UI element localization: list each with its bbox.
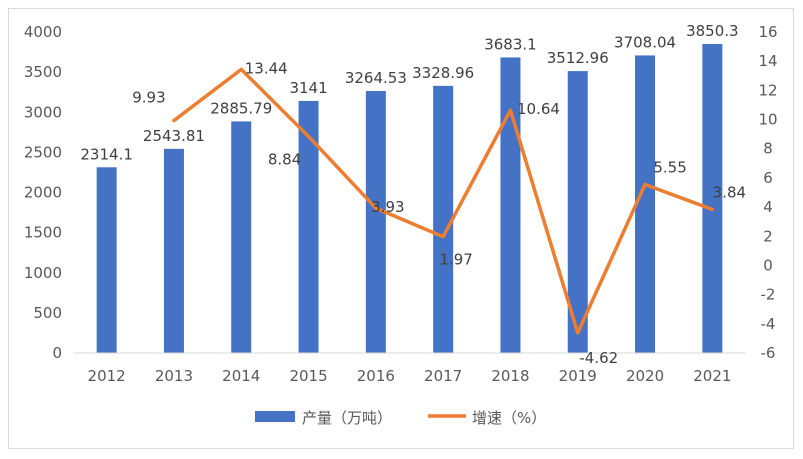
legend-line-label: 增速（%）: [472, 409, 546, 427]
x-tick-label: 2020: [626, 367, 664, 385]
right-axis-ticks: -6 -4 -2 0 2 4 6 8 10 12 14 16: [758, 23, 777, 362]
right-tick-label: 4: [763, 198, 773, 216]
x-tick-label: 2015: [289, 367, 327, 385]
left-tick-label: 500: [33, 304, 62, 322]
bar-data-labels: 2314.1 2543.81 2885.79 3141 3264.53 3328.96 36…: [80, 22, 738, 163]
bar: [365, 91, 386, 353]
x-tick-label: 2012: [88, 367, 126, 385]
line-value-label: 10.64: [517, 100, 560, 118]
bar: [635, 55, 656, 354]
bar: [231, 121, 252, 354]
bar-value-label: 3512.96: [547, 49, 609, 67]
line-data-labels: 9.93 13.44 8.84 3.93 1.97 10.64 -4.62 5.55 3.84: [132, 59, 746, 367]
legend: 产量（万吨） 增速（%）: [255, 409, 546, 427]
x-tick-label: 2021: [693, 367, 731, 385]
line-value-label: 13.44: [245, 59, 288, 77]
left-tick-label: 1000: [24, 264, 62, 282]
left-tick-label: 4000: [24, 23, 62, 41]
bar: [96, 167, 117, 353]
x-tick-label: 2014: [222, 367, 260, 385]
line-value-label: 3.84: [713, 183, 746, 201]
legend-bar-label: 产量（万吨）: [302, 409, 392, 427]
bar: [298, 100, 319, 353]
right-tick-label: 14: [758, 52, 777, 70]
bar-value-label: 3708.04: [614, 33, 676, 51]
bar: [567, 71, 588, 353]
x-axis-ticks: 2012 2013 2014 2015 2016 2017 2018 2019 2020 2021: [88, 367, 732, 385]
bar: [163, 148, 184, 353]
bar-value-label: 2314.1: [80, 145, 133, 163]
right-tick-label: 8: [763, 140, 773, 158]
left-tick-label: 1500: [24, 224, 62, 242]
line-series: [172, 67, 715, 335]
chart-frame: [8, 8, 794, 449]
right-tick-label: 10: [758, 111, 777, 129]
bar-value-label: 2543.81: [143, 127, 205, 145]
bar: [702, 44, 723, 353]
bar: [433, 85, 454, 354]
right-tick-label: 2: [763, 227, 773, 245]
left-tick-label: 2000: [24, 184, 62, 202]
line-value-label: 3.93: [371, 198, 404, 216]
right-tick-label: -4: [761, 315, 776, 333]
bar-value-label: 3264.53: [345, 69, 407, 87]
left-tick-label: 0: [52, 344, 62, 362]
bar-value-label: 3328.96: [412, 64, 474, 82]
left-tick-label: 3500: [24, 63, 62, 81]
left-tick-label: 3000: [24, 103, 62, 121]
right-tick-label: -2: [761, 286, 776, 304]
left-axis-ticks: 0 500 1000 1500 2000 2500 3000 3500 4000: [24, 23, 62, 362]
right-tick-label: 0: [763, 256, 773, 274]
x-tick-label: 2019: [559, 367, 597, 385]
right-tick-label: 12: [758, 81, 777, 99]
legend-bar-swatch: [255, 411, 295, 422]
x-tick-label: 2017: [424, 367, 462, 385]
left-tick-label: 2500: [24, 143, 62, 161]
right-tick-label: -6: [761, 344, 776, 362]
bar-value-label: 2885.79: [210, 99, 272, 117]
x-tick-label: 2013: [155, 367, 193, 385]
x-tick-label: 2016: [357, 367, 395, 385]
right-tick-label: 16: [758, 23, 777, 41]
bar-series: [96, 44, 723, 354]
bar-value-label: 3850.3: [686, 22, 739, 40]
line-value-label: 5.55: [653, 158, 686, 176]
bar-value-label: 3683.1: [484, 35, 537, 53]
line-value-label: 1.97: [439, 251, 472, 269]
line-value-label: 9.93: [132, 89, 165, 107]
bar-value-label: 3141: [289, 79, 327, 97]
x-tick-label: 2018: [491, 367, 529, 385]
right-tick-label: 6: [763, 169, 773, 187]
line-value-label: -4.62: [579, 349, 618, 367]
line-value-label: 8.84: [268, 150, 301, 168]
